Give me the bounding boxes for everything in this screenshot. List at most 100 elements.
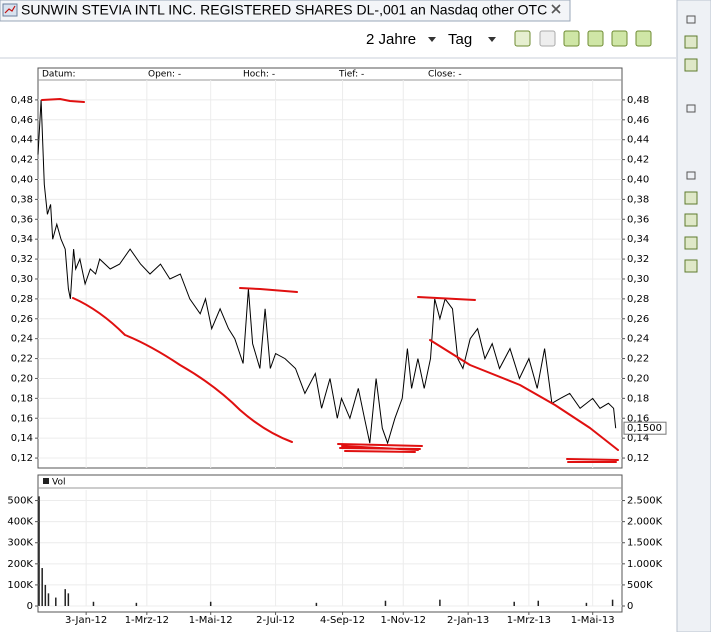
y-tick-label: 0,26 [627, 314, 649, 325]
y-tick-label: 0,44 [627, 135, 649, 146]
volume-bar [439, 599, 441, 606]
dropdown-arrow[interactable] [488, 37, 496, 42]
volume-bar [92, 601, 95, 606]
sidebar-icon[interactable] [684, 58, 698, 72]
sidebar-icon[interactable] [684, 35, 698, 49]
tab[interactable] [0, 0, 571, 22]
button-back[interactable] [514, 30, 531, 47]
volume-bar [315, 602, 318, 606]
y-tick-label: 500K [7, 496, 33, 507]
y-tick-label: 0,22 [627, 354, 649, 365]
button-maximize[interactable] [611, 30, 628, 47]
info-label: Tief: - [338, 70, 364, 80]
annotation-stroke [239, 287, 298, 293]
sidebar-icon[interactable] [684, 236, 698, 250]
volume-bar [38, 496, 40, 606]
y-tick-label: 0,12 [627, 453, 649, 464]
volume-bar [64, 589, 66, 606]
y-tick-label: 0,48 [11, 95, 33, 106]
y-tick-label: 300K [7, 538, 33, 549]
interval-select[interactable]: Tag [448, 31, 472, 48]
x-tick-label: 3-Jan-12 [65, 615, 107, 626]
y-tick-label: 0,20 [11, 373, 33, 384]
plot-layer: Datum: Open: - Hoch: - Tief: - Close: - 0,12 0… [7, 70, 667, 626]
y-tick-label: 0,32 [627, 254, 649, 265]
y-tick-label: 200K [7, 559, 33, 570]
sidebar-icon[interactable] [684, 259, 698, 273]
button-save[interactable] [539, 30, 556, 47]
volume-bar [209, 601, 212, 606]
x-tick-label: 4-Sep-12 [320, 615, 365, 626]
legend-swatch [43, 478, 49, 484]
period-select[interactable]: 2 Jahre [366, 31, 416, 48]
y-tick-label: 0,18 [11, 393, 33, 404]
y-tick-label: 0,30 [11, 274, 33, 285]
y-tick-label: 0,18 [627, 393, 649, 404]
y-tick-label: 400K [7, 517, 33, 528]
y-tick-label: 0,34 [627, 234, 649, 245]
y-tick-label: 0,28 [627, 294, 649, 305]
last-value-box [623, 421, 667, 435]
y-tick-label: 0,46 [11, 115, 33, 126]
dropdown-arrow[interactable] [428, 37, 436, 42]
y-tick-label: 0,24 [11, 334, 33, 345]
button-reload[interactable] [587, 30, 604, 47]
info-label: Open: - [148, 70, 181, 80]
y2-tick-label: 2.500K [627, 496, 663, 507]
annotation-stroke [72, 297, 293, 443]
volume-bar [47, 593, 50, 606]
y-tick-label: 0,16 [11, 413, 33, 424]
y-tick-label: 0,46 [627, 115, 649, 126]
x-tick-label: 1-Mrz-13 [507, 615, 551, 626]
tab-title: SUNWIN STEVIA INTL INC. REGISTERED SHARE… [21, 2, 547, 18]
sidebar [676, 0, 711, 632]
y-tick-label: 0,32 [11, 254, 33, 265]
price-line [37, 99, 617, 445]
tab-close[interactable] [551, 4, 561, 14]
annotation-stroke [417, 296, 476, 301]
sidebar-icon[interactable] [684, 191, 698, 205]
y-tick-label: 0,40 [11, 174, 33, 185]
button-refresh[interactable] [563, 30, 580, 47]
info-label: Close: - [428, 70, 462, 80]
sidebar-restore[interactable] [686, 104, 696, 113]
annotation-stroke [429, 339, 619, 451]
y2-tick-label: 1.000K [627, 559, 663, 570]
annotations [41, 98, 619, 463]
sidebar-restore[interactable] [686, 171, 696, 180]
y-tick-label: 0,24 [627, 334, 649, 345]
y-tick-label: 0,22 [11, 354, 33, 365]
sidebar-restore[interactable] [686, 15, 696, 24]
volume-panel [37, 474, 623, 613]
x-tick-label: 2-Jan-13 [447, 615, 489, 626]
info-label: Hoch: - [243, 70, 275, 80]
price-panel [37, 67, 623, 469]
volume-bar [537, 600, 540, 606]
x-tick-label: 1-Mrz-12 [125, 615, 169, 626]
y2-tick-label: 500K [627, 580, 653, 591]
x-tick-label: 2-Jul-12 [256, 615, 295, 626]
sidebar-icon[interactable] [684, 213, 698, 227]
y-tick-label: 0,34 [11, 234, 33, 245]
volume-bar [513, 601, 515, 606]
y-tick-label: 0,16 [627, 413, 649, 424]
x-tick-label: 1-Nov-12 [380, 615, 426, 626]
y-tick-label: 0,14 [627, 433, 649, 444]
y-tick-label: 0,42 [11, 155, 33, 166]
volume-bar [55, 597, 57, 606]
button-edit[interactable] [635, 30, 652, 47]
y2-tick-label: 2.000K [627, 517, 663, 528]
info-label: Datum: [42, 70, 75, 80]
y-tick-label: 0,38 [627, 194, 649, 205]
volume-bar [585, 602, 588, 606]
y-tick-label: 0 [27, 601, 33, 612]
y-tick-label: 0,26 [11, 314, 33, 325]
volume-bar [135, 602, 138, 606]
y-tick-label: 0,14 [11, 433, 33, 444]
y2-tick-label: 1.500K [627, 538, 663, 549]
y-tick-label: 0,36 [11, 214, 33, 225]
y-tick-label: 0,12 [11, 453, 33, 464]
y-tick-label: 0,28 [11, 294, 33, 305]
y-tick-label: 0,20 [627, 373, 649, 384]
